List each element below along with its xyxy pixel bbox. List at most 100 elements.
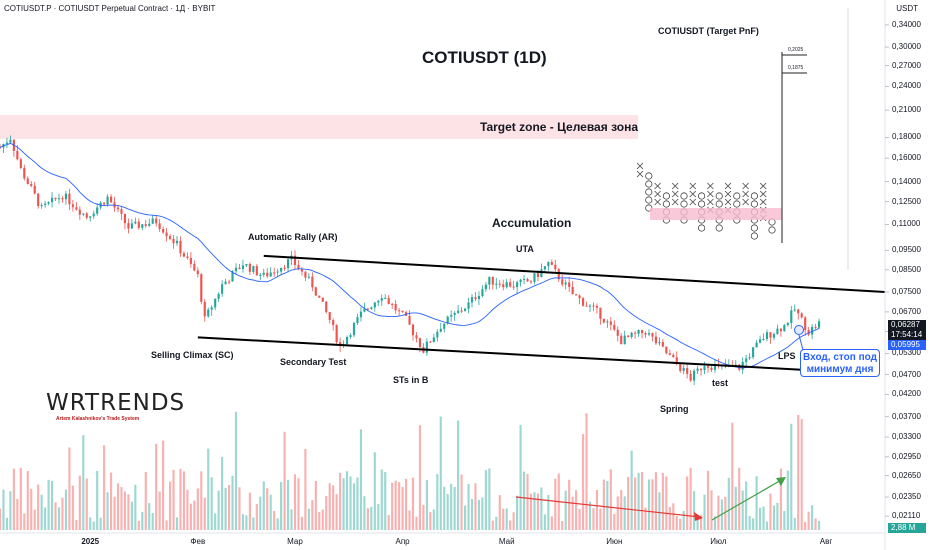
pnf-x-mark <box>671 198 679 206</box>
candle-body <box>61 198 64 200</box>
candle-body <box>682 368 685 371</box>
volume-bar <box>765 521 769 530</box>
candle-body <box>318 295 321 298</box>
pnf-x-mark <box>689 182 697 190</box>
volume-bar <box>290 509 293 530</box>
candle-body <box>384 298 387 300</box>
volume-bar <box>786 470 789 530</box>
candle-body <box>564 282 567 285</box>
volume-bar <box>627 476 630 530</box>
volume-bar <box>779 468 782 530</box>
candle-body <box>314 287 317 296</box>
volume-bar <box>404 478 408 530</box>
last-price-value: 0,06287 <box>891 320 920 329</box>
candle-body <box>439 328 442 332</box>
volume-bar <box>339 472 342 530</box>
volume-bar <box>800 419 803 530</box>
candle-body <box>238 267 241 269</box>
lps-label: LPS <box>778 351 796 361</box>
volume-bar <box>9 491 12 530</box>
candle-body <box>765 332 769 340</box>
candle-body <box>547 262 550 267</box>
pnf-x-mark <box>654 198 661 206</box>
candle-body <box>352 323 356 336</box>
entry-note-line1: Вход, стоп под <box>803 352 877 363</box>
volume-bar <box>651 479 654 530</box>
secondary-test-label: Secondary Test <box>280 357 347 367</box>
candle-body <box>817 321 821 328</box>
candle-body <box>519 279 522 283</box>
selling-climax-label: Selling Climax (SC) <box>151 350 234 360</box>
volume-bar <box>207 448 210 530</box>
candle-body <box>474 297 477 300</box>
candle-body <box>526 279 529 282</box>
pnf-x-mark <box>689 190 697 198</box>
volume-bar <box>321 509 324 530</box>
price-tick-label: 0,05300 <box>892 348 921 358</box>
candle-body <box>335 325 338 343</box>
candle-body <box>75 207 78 210</box>
volume-bar <box>307 508 310 530</box>
candle-body <box>262 272 265 275</box>
time-tick-label: Фев <box>190 537 206 546</box>
candle-body <box>103 202 106 205</box>
candle-body <box>155 218 158 224</box>
pnf-o-mark <box>733 200 741 208</box>
candle-body <box>571 286 574 295</box>
candle-body <box>9 139 12 143</box>
candle-body <box>762 339 765 341</box>
volume-bar <box>387 515 390 530</box>
candle-body <box>488 276 491 285</box>
volume-bar <box>127 494 130 530</box>
pnf-x-mark <box>654 182 661 190</box>
candle-body <box>259 274 262 276</box>
volume-bar <box>214 513 217 530</box>
candle-body <box>609 321 612 325</box>
volume-bar <box>457 420 460 530</box>
volume-bar <box>238 487 241 530</box>
pnf-x-mark <box>724 182 732 190</box>
candle-body <box>672 354 675 358</box>
volume-bar <box>717 495 720 530</box>
candle-body <box>450 314 453 317</box>
current-price-marker[interactable] <box>794 325 804 335</box>
test-label: test <box>712 378 729 388</box>
candle-body <box>148 223 151 226</box>
volume-bar <box>522 471 526 530</box>
volume-bar <box>547 494 550 530</box>
volume-bar <box>689 467 692 530</box>
chart-title: COTIUSDT (1D) <box>422 48 547 67</box>
candle-body <box>457 310 460 313</box>
volume-bar <box>141 511 144 530</box>
candle-body <box>130 223 133 229</box>
pnf-o-mark <box>750 192 759 200</box>
volume-bar <box>415 516 418 530</box>
pnf-o-mark <box>697 192 706 200</box>
candle-body <box>293 255 297 266</box>
pnf-o-mark <box>697 224 706 232</box>
candle-body <box>123 213 127 224</box>
candle-body <box>699 368 703 371</box>
candle-body <box>127 223 130 229</box>
volume-bar <box>672 503 675 530</box>
pnf-chart <box>636 162 776 240</box>
candle-body <box>321 297 324 302</box>
volume-bar <box>123 491 127 530</box>
volume-bar <box>498 495 501 530</box>
pnf-o-mark <box>662 192 671 200</box>
volume-bar <box>352 483 356 530</box>
volume-bar <box>790 423 793 530</box>
volume-bar <box>200 471 203 530</box>
volume-bar <box>429 512 432 530</box>
candle-body <box>255 266 258 276</box>
volume-bar <box>793 517 796 530</box>
candle-body <box>634 332 637 334</box>
symbol-header[interactable]: COTIUSDT.P · COTIUSDT Perpetual Contract… <box>4 4 216 13</box>
candle-body <box>266 272 269 277</box>
volume-bar <box>280 482 283 530</box>
candle-body <box>196 270 199 275</box>
candle-body <box>363 308 366 312</box>
volume-bar <box>536 493 540 530</box>
volume-bar <box>57 507 61 530</box>
